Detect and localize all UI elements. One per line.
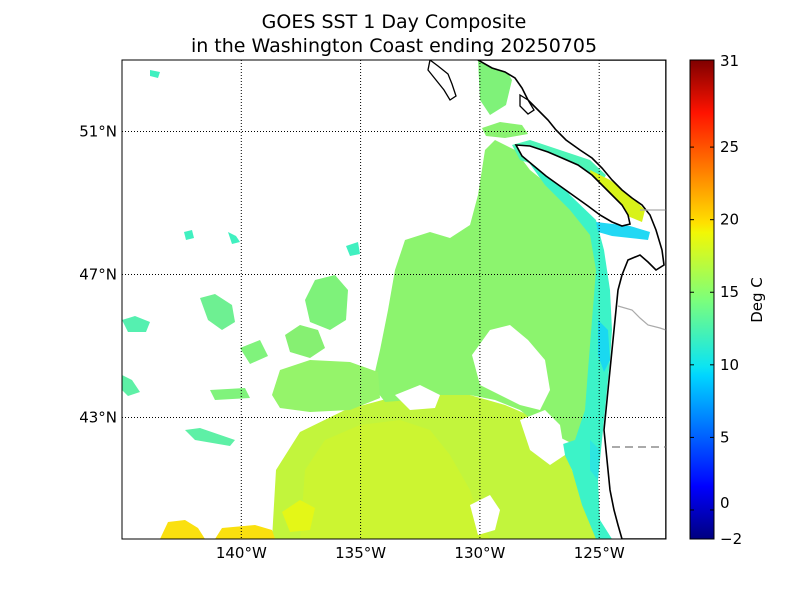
chart-title-line-1: GOES SST 1 Day Composite [261,11,527,33]
colorbar-tick-label: 25 [720,138,739,156]
sst-north-patch [482,122,528,138]
sst-nearshore-cool [590,440,600,480]
sst-patch-far-west-3 [210,340,268,400]
sst-warm-strip [160,520,275,539]
lat-tick-label: 51°N [79,122,117,140]
colorbar-tick-label: 15 [720,283,739,301]
sst-north-strait [478,60,512,115]
sst-coastal-band [520,150,612,539]
sst-patch-far-west-1 [122,316,150,332]
sst-patch-west-mid [285,325,325,358]
colorbar-tick-label: 31 [720,52,739,70]
sst-patch-far-west-4 [122,375,235,446]
sst-patch-far-west-2 [200,294,235,330]
land-mainland [476,60,666,539]
colorbar-tick-label: −2 [720,530,742,548]
lon-tick-label: 140°W [216,544,267,562]
land-vancouver-island [514,144,631,227]
lon-tick-label: 125°W [574,544,625,562]
sst-field-southwest [300,420,490,539]
colorbar-tick-label: 0 [720,494,730,512]
sst-juan-de-fuca [596,222,650,240]
colorbar-tick-label: 5 [720,428,730,446]
lon-tick-label: 130°W [454,544,505,562]
land-northern-islands [427,60,535,115]
cloud-gap-1 [472,325,550,410]
cloud-gap-2 [520,410,565,465]
colorbar-label: Deg C [748,277,766,323]
lat-tick-label: 43°N [79,408,117,426]
colorbar-tick-label: 20 [720,211,739,229]
colorbar [689,59,715,540]
map-tick-labels: 140°W 135°W 130°W 125°W 51°N 47°N 43°N [79,122,625,562]
sst-map [122,60,666,539]
colorbar-ticks: 31 25 20 15 10 5 0 −2 [690,52,742,548]
lat-tick-label: 47°N [79,265,117,283]
colorbar-tick-label: 10 [720,356,739,374]
border-washington-oregon [617,305,666,331]
sst-field-central [372,140,605,445]
sst-patch-northwest [305,275,348,330]
sst-field-west-band [272,360,380,412]
cloud-gap-3 [470,495,500,535]
sst-upwelling-oregon [598,320,610,372]
cloud-gap-4 [395,385,440,410]
lon-tick-label: 135°W [335,544,386,562]
chart-title-line-2: in the Washington Coast ending 20250705 [190,35,598,57]
map-grid [122,60,666,539]
sst-strait-of-georgia [590,170,645,222]
map-frame [121,59,667,540]
sst-warm-patch [282,500,315,532]
